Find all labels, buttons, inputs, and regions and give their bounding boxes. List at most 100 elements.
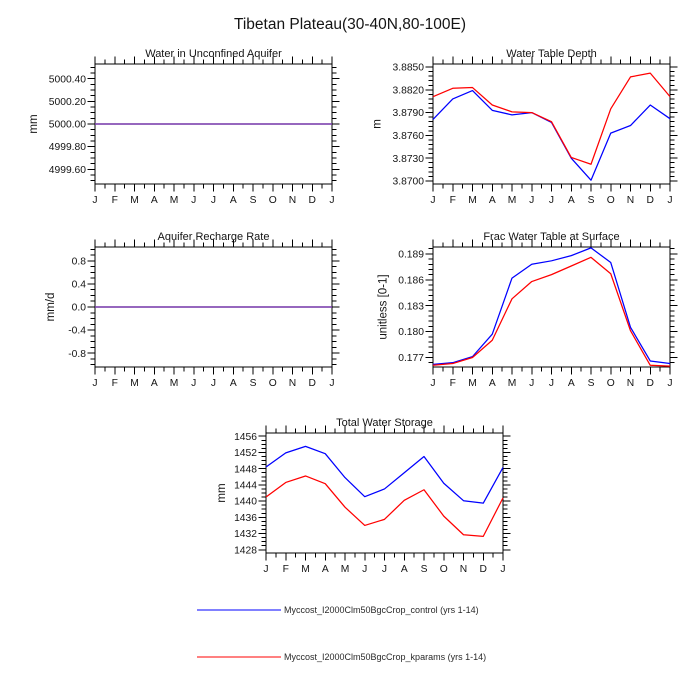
month-label: N xyxy=(289,378,296,389)
month-label: S xyxy=(421,564,428,575)
legend-label-kparams: Myccost_I2000Clm50BgcCrop_kparams (yrs 1… xyxy=(284,652,487,662)
month-label: J xyxy=(430,378,435,389)
y-tick-label: 4999.60 xyxy=(49,165,86,176)
month-label: D xyxy=(480,564,487,575)
series-line-control xyxy=(432,247,671,366)
month-label: F xyxy=(112,195,118,206)
month-label: D xyxy=(647,195,654,206)
y-tick-label: 1444 xyxy=(234,480,257,491)
month-label: J xyxy=(329,378,334,389)
axes-group xyxy=(425,56,678,192)
month-label: D xyxy=(309,195,316,206)
month-label: A xyxy=(151,378,158,389)
month-label: J xyxy=(362,564,367,575)
y-tick-label: 3.8820 xyxy=(393,85,425,96)
y-tick-label: 0.0 xyxy=(72,303,87,314)
month-label: J xyxy=(92,378,97,389)
month-label: M xyxy=(130,378,139,389)
month-label: M xyxy=(468,195,477,206)
y-tick-label: 0.186 xyxy=(398,275,424,286)
y-tick-label: 0.189 xyxy=(398,250,424,261)
axes-group xyxy=(258,425,511,561)
y-tick-label: 5000.20 xyxy=(49,97,86,108)
month-label: M xyxy=(130,195,139,206)
month-label: A xyxy=(401,564,408,575)
month-label: M xyxy=(170,195,179,206)
page-title: Tibetan Plateau(30-40N,80-100E) xyxy=(233,16,467,33)
month-label: J xyxy=(329,195,334,206)
month-label: N xyxy=(289,195,296,206)
y-tick-label: 3.8700 xyxy=(393,177,425,188)
month-label: O xyxy=(269,195,277,206)
y-tick-label: 3.8790 xyxy=(393,108,425,119)
month-label: S xyxy=(588,195,595,206)
month-label: A xyxy=(230,378,237,389)
legend-item-kparams: Myccost_I2000Clm50BgcCrop_kparams (yrs 1… xyxy=(197,651,486,663)
y-tick-label: 5000.40 xyxy=(49,74,86,85)
month-label: J xyxy=(92,195,97,206)
y-tick-label: 0.8 xyxy=(72,256,87,267)
y-axis-label: mm xyxy=(28,114,40,133)
month-label: O xyxy=(269,378,277,389)
month-label: F xyxy=(112,378,118,389)
y-tick-label: -0.8 xyxy=(68,349,86,360)
y-tick-label: 5000.00 xyxy=(49,120,86,131)
month-label: O xyxy=(607,195,615,206)
chart-title: Frac Water Table at Surface xyxy=(483,231,619,243)
month-label: J xyxy=(211,195,216,206)
y-tick-label: 3.8730 xyxy=(393,154,425,165)
month-label: J xyxy=(500,564,505,575)
axes-group xyxy=(425,239,678,375)
y-tick-label: 1432 xyxy=(234,529,257,540)
y-axis-label: m xyxy=(372,119,384,129)
y-tick-label: -0.4 xyxy=(68,326,86,337)
month-label: J xyxy=(549,195,554,206)
y-tick-label: 1448 xyxy=(234,464,257,475)
y-tick-label: 1452 xyxy=(234,448,257,459)
y-tick-label: 0.177 xyxy=(398,353,424,364)
month-label: J xyxy=(529,378,534,389)
y-tick-label: 3.8760 xyxy=(393,131,425,142)
month-label: F xyxy=(450,378,456,389)
month-label: S xyxy=(588,378,595,389)
month-label: A xyxy=(230,195,237,206)
month-label: O xyxy=(440,564,448,575)
y-tick-label: 0.183 xyxy=(398,301,424,312)
month-label: J xyxy=(667,195,672,206)
y-axis-label: mm/d xyxy=(45,293,57,322)
month-label: A xyxy=(489,378,496,389)
chart-title: Water Table Depth xyxy=(506,48,597,60)
y-axis-label: unitless [0-1] xyxy=(377,274,389,339)
month-label: M xyxy=(468,378,477,389)
month-label: N xyxy=(460,564,467,575)
series-line-kparams xyxy=(432,72,671,165)
month-label: A xyxy=(568,378,575,389)
y-tick-label: 0.4 xyxy=(72,280,87,291)
legend-line-control-swatch xyxy=(197,609,281,611)
month-label: A xyxy=(322,564,329,575)
legend-line-kparams-swatch xyxy=(197,656,281,658)
month-label: M xyxy=(508,378,517,389)
y-tick-label: 0.180 xyxy=(398,327,424,338)
month-label: S xyxy=(250,195,257,206)
series-line-kparams xyxy=(432,256,671,367)
y-tick-label: 3.8850 xyxy=(393,63,425,74)
month-label: O xyxy=(607,378,615,389)
series-line-control xyxy=(265,445,504,504)
month-label: J xyxy=(382,564,387,575)
y-tick-label: 1428 xyxy=(234,545,257,556)
y-tick-label: 4999.80 xyxy=(49,142,86,153)
chart-title: Aquifer Recharge Rate xyxy=(158,231,270,243)
month-label: M xyxy=(170,378,179,389)
y-tick-label: 1440 xyxy=(234,497,257,508)
month-label: N xyxy=(627,378,634,389)
month-label: M xyxy=(301,564,310,575)
legend-item-control: Myccost_I2000Clm50BgcCrop_control (yrs 1… xyxy=(197,604,479,616)
month-label: N xyxy=(627,195,634,206)
